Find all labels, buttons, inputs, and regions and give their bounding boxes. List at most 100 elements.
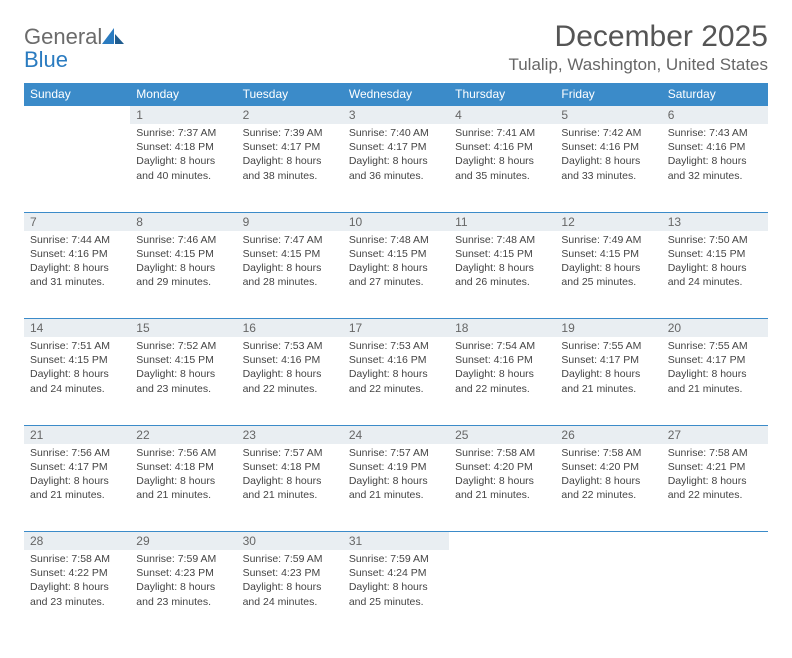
- daylight-line: Daylight: 8 hours and 21 minutes.: [561, 367, 655, 395]
- sunrise-line: Sunrise: 7:48 AM: [349, 233, 443, 247]
- sunrise-line: Sunrise: 7:56 AM: [30, 446, 124, 460]
- daylight-line: Daylight: 8 hours and 35 minutes.: [455, 154, 549, 182]
- week-daynum-row: 123456: [24, 106, 768, 125]
- sunset-line: Sunset: 4:19 PM: [349, 460, 443, 474]
- sunrise-line: Sunrise: 7:49 AM: [561, 233, 655, 247]
- daylight-line: Daylight: 8 hours and 21 minutes.: [136, 474, 230, 502]
- day-number: 19: [555, 319, 661, 338]
- day-info: Sunrise: 7:46 AMSunset: 4:15 PMDaylight:…: [130, 231, 236, 319]
- empty-cell: [24, 106, 130, 125]
- day-number: 24: [343, 425, 449, 444]
- sunset-line: Sunset: 4:22 PM: [30, 566, 124, 580]
- calendar-body: 123456Sunrise: 7:37 AMSunset: 4:18 PMDay…: [24, 106, 768, 639]
- day-info: Sunrise: 7:57 AMSunset: 4:18 PMDaylight:…: [237, 444, 343, 532]
- day-number: 17: [343, 319, 449, 338]
- weekday-header-row: SundayMondayTuesdayWednesdayThursdayFrid…: [24, 83, 768, 106]
- brand-part2: Blue: [24, 47, 68, 72]
- sunrise-line: Sunrise: 7:58 AM: [455, 446, 549, 460]
- title-block: December 2025 Tulalip, Washington, Unite…: [508, 20, 768, 75]
- day-info: Sunrise: 7:39 AMSunset: 4:17 PMDaylight:…: [237, 124, 343, 212]
- sunrise-line: Sunrise: 7:39 AM: [243, 126, 337, 140]
- day-info: Sunrise: 7:52 AMSunset: 4:15 PMDaylight:…: [130, 337, 236, 425]
- weekday-header: Monday: [130, 83, 236, 106]
- day-info: Sunrise: 7:50 AMSunset: 4:15 PMDaylight:…: [662, 231, 768, 319]
- sunrise-line: Sunrise: 7:44 AM: [30, 233, 124, 247]
- day-number: 23: [237, 425, 343, 444]
- day-info: Sunrise: 7:58 AMSunset: 4:20 PMDaylight:…: [449, 444, 555, 532]
- sunset-line: Sunset: 4:18 PM: [136, 140, 230, 154]
- weekday-header: Thursday: [449, 83, 555, 106]
- daylight-line: Daylight: 8 hours and 22 minutes.: [455, 367, 549, 395]
- empty-cell: [555, 532, 661, 551]
- sunrise-line: Sunrise: 7:58 AM: [30, 552, 124, 566]
- day-info: Sunrise: 7:55 AMSunset: 4:17 PMDaylight:…: [662, 337, 768, 425]
- sunrise-line: Sunrise: 7:48 AM: [455, 233, 549, 247]
- brand-logo: General Blue: [24, 20, 124, 72]
- day-number: 30: [237, 532, 343, 551]
- sunset-line: Sunset: 4:17 PM: [561, 353, 655, 367]
- day-number: 4: [449, 106, 555, 125]
- day-number: 22: [130, 425, 236, 444]
- sunset-line: Sunset: 4:15 PM: [668, 247, 762, 261]
- daylight-line: Daylight: 8 hours and 21 minutes.: [455, 474, 549, 502]
- weekday-header: Friday: [555, 83, 661, 106]
- sunrise-line: Sunrise: 7:53 AM: [349, 339, 443, 353]
- day-info: Sunrise: 7:58 AMSunset: 4:22 PMDaylight:…: [24, 550, 130, 638]
- day-number: 29: [130, 532, 236, 551]
- weekday-header: Tuesday: [237, 83, 343, 106]
- day-number: 10: [343, 212, 449, 231]
- day-info: Sunrise: 7:47 AMSunset: 4:15 PMDaylight:…: [237, 231, 343, 319]
- week-info-row: Sunrise: 7:51 AMSunset: 4:15 PMDaylight:…: [24, 337, 768, 425]
- sunset-line: Sunset: 4:17 PM: [349, 140, 443, 154]
- daylight-line: Daylight: 8 hours and 21 minutes.: [30, 474, 124, 502]
- calendar-table: SundayMondayTuesdayWednesdayThursdayFrid…: [24, 83, 768, 638]
- weekday-header: Wednesday: [343, 83, 449, 106]
- daylight-line: Daylight: 8 hours and 24 minutes.: [30, 367, 124, 395]
- sunset-line: Sunset: 4:15 PM: [561, 247, 655, 261]
- day-number: 21: [24, 425, 130, 444]
- day-number: 31: [343, 532, 449, 551]
- sunset-line: Sunset: 4:17 PM: [243, 140, 337, 154]
- daylight-line: Daylight: 8 hours and 22 minutes.: [243, 367, 337, 395]
- sunrise-line: Sunrise: 7:59 AM: [349, 552, 443, 566]
- sunrise-line: Sunrise: 7:58 AM: [561, 446, 655, 460]
- brand-text: General Blue: [24, 26, 124, 72]
- brand-part1: General: [24, 24, 102, 49]
- sail-icon: [102, 28, 124, 44]
- daylight-line: Daylight: 8 hours and 26 minutes.: [455, 261, 549, 289]
- empty-cell: [662, 532, 768, 551]
- sunset-line: Sunset: 4:18 PM: [243, 460, 337, 474]
- day-number: 7: [24, 212, 130, 231]
- daylight-line: Daylight: 8 hours and 21 minutes.: [668, 367, 762, 395]
- sunset-line: Sunset: 4:17 PM: [30, 460, 124, 474]
- week-daynum-row: 14151617181920: [24, 319, 768, 338]
- empty-cell: [449, 532, 555, 551]
- sunset-line: Sunset: 4:16 PM: [561, 140, 655, 154]
- week-info-row: Sunrise: 7:37 AMSunset: 4:18 PMDaylight:…: [24, 124, 768, 212]
- day-info: Sunrise: 7:55 AMSunset: 4:17 PMDaylight:…: [555, 337, 661, 425]
- sunrise-line: Sunrise: 7:40 AM: [349, 126, 443, 140]
- sunrise-line: Sunrise: 7:37 AM: [136, 126, 230, 140]
- daylight-line: Daylight: 8 hours and 40 minutes.: [136, 154, 230, 182]
- day-number: 13: [662, 212, 768, 231]
- day-info: Sunrise: 7:56 AMSunset: 4:17 PMDaylight:…: [24, 444, 130, 532]
- daylight-line: Daylight: 8 hours and 32 minutes.: [668, 154, 762, 182]
- empty-cell: [662, 550, 768, 638]
- daylight-line: Daylight: 8 hours and 23 minutes.: [30, 580, 124, 608]
- sunrise-line: Sunrise: 7:50 AM: [668, 233, 762, 247]
- daylight-line: Daylight: 8 hours and 38 minutes.: [243, 154, 337, 182]
- weekday-header: Sunday: [24, 83, 130, 106]
- day-number: 3: [343, 106, 449, 125]
- day-number: 8: [130, 212, 236, 231]
- sunset-line: Sunset: 4:16 PM: [455, 140, 549, 154]
- day-number: 9: [237, 212, 343, 231]
- day-info: Sunrise: 7:43 AMSunset: 4:16 PMDaylight:…: [662, 124, 768, 212]
- daylight-line: Daylight: 8 hours and 22 minutes.: [561, 474, 655, 502]
- sunset-line: Sunset: 4:15 PM: [136, 247, 230, 261]
- sunset-line: Sunset: 4:15 PM: [136, 353, 230, 367]
- location: Tulalip, Washington, United States: [508, 55, 768, 75]
- sunset-line: Sunset: 4:23 PM: [243, 566, 337, 580]
- sunrise-line: Sunrise: 7:57 AM: [349, 446, 443, 460]
- week-daynum-row: 78910111213: [24, 212, 768, 231]
- day-info: Sunrise: 7:40 AMSunset: 4:17 PMDaylight:…: [343, 124, 449, 212]
